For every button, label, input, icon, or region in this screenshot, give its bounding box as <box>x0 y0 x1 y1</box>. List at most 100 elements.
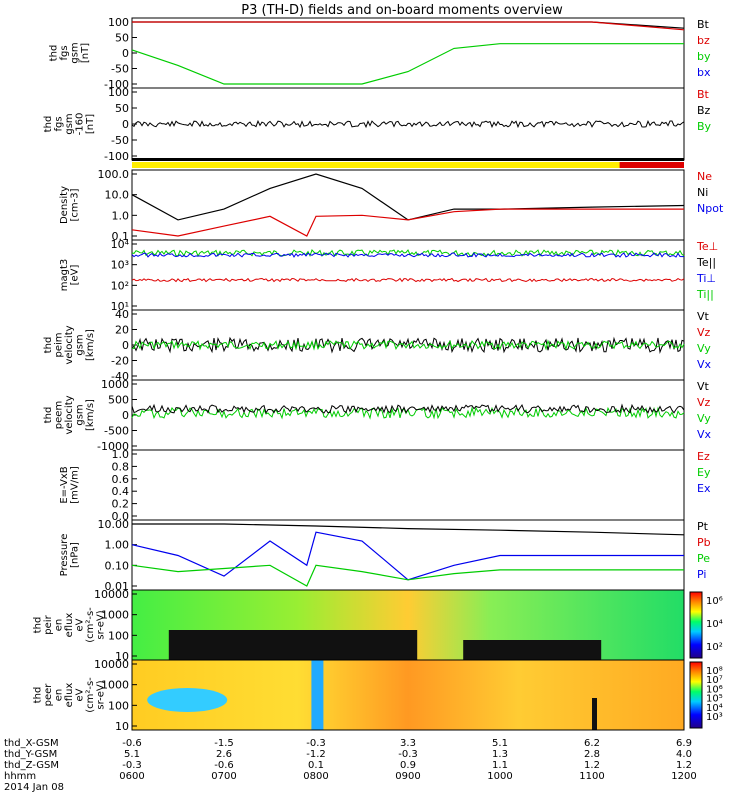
legend-entry: Pi <box>697 568 706 581</box>
y-axis-label: en <box>54 619 65 632</box>
panel-temp: 10⁴ 10³ 10² 10¹ magt3 [eV] Te⊥ Te|| Ti⊥ Ti|| <box>59 238 718 313</box>
legend-entry: Pe <box>697 552 710 565</box>
y-tick-label: 20 <box>115 324 129 337</box>
panel-frame <box>131 449 685 521</box>
x-tick-label: 3.3 <box>400 738 416 749</box>
trace-fgs-zoom <box>131 119 685 129</box>
x-axis-labels: thd_X-GSM -0.6 -1.5 -0.3 3.3 5.1 6.2 6.9thd_Y-G… <box>4 738 697 793</box>
legend-entry: Vt <box>697 310 710 323</box>
panel-frame <box>131 659 685 731</box>
y-tick-label: 1000 <box>101 378 129 391</box>
y-tick-label: 10 <box>115 720 129 733</box>
legend-entry: Ni <box>697 186 708 199</box>
y-tick-label: 1.00 <box>105 539 130 552</box>
x-row-label: thd_X-GSM <box>4 738 59 749</box>
colorbar-tick-label: 10⁶ <box>706 596 723 607</box>
y-tick-label: 10000 <box>94 588 129 601</box>
y-axis-label: Pressure <box>59 534 70 577</box>
y-axis-label: eV <box>75 618 86 631</box>
y-tick-label: 50 <box>115 32 129 45</box>
panel-frame <box>131 169 685 241</box>
y-axis-label: thd <box>43 116 54 133</box>
ion-spec-dark-region <box>463 640 602 660</box>
legend-entry: Vy <box>697 342 711 355</box>
electron-spec-blue-band <box>311 660 324 730</box>
y-axis-label: [nPa] <box>69 542 80 568</box>
y-tick-label: -1000 <box>97 440 129 453</box>
series-line-by <box>131 43 684 85</box>
x-tick-label: 1.3 <box>492 749 508 760</box>
y-tick-label: 0 <box>122 339 129 352</box>
y-axis-label: [cm-3] <box>69 188 80 221</box>
y-tick-label: 0.4 <box>112 485 130 498</box>
legend-entry: Te|| <box>696 256 716 269</box>
y-tick-label: 0 <box>122 118 129 131</box>
y-tick-label: 0.10 <box>105 559 130 572</box>
legend-entry: Pb <box>697 536 711 549</box>
y-tick-label: 1000 <box>101 679 129 692</box>
y-axis-label: thd <box>33 617 44 634</box>
x-tick-label: 0.1 <box>308 760 324 771</box>
panel-frame <box>131 17 685 89</box>
y-tick-label: -100 <box>104 78 129 91</box>
y-axis-label: fgs <box>59 45 70 60</box>
y-axis-label: thd <box>33 687 44 704</box>
legend-entry: Vt <box>697 380 710 393</box>
y-tick-label: 0.01 <box>105 580 130 593</box>
x-tick-label: 6.9 <box>676 738 692 749</box>
y-tick-label: 100 <box>108 629 129 642</box>
y-axis-label: thd <box>48 45 59 62</box>
y-tick-label: 1000 <box>101 609 129 622</box>
x-row-label: thd_Y-GSM <box>4 749 57 760</box>
electron-spec-dark-band <box>592 698 597 730</box>
y-tick-label: 40 <box>115 308 129 321</box>
legend-entry: Npot <box>697 202 724 215</box>
series-line-bz <box>132 21 685 31</box>
colorbar <box>689 591 703 659</box>
x-tick-label: 6.2 <box>584 738 600 749</box>
y-axis-label: sr-eV) <box>96 680 107 709</box>
panel-efield: 1.00.80.60.40.20.0 E=-VxB [mV/m] Ez Ey Ex <box>59 448 711 523</box>
electron-spec-blue-region <box>147 688 228 712</box>
y-tick-label: 10² <box>111 279 129 292</box>
x-tick-label: 5.1 <box>492 738 508 749</box>
legend-entry: Ey <box>697 466 711 479</box>
y-tick-label: -50 <box>111 134 129 147</box>
series-line-Pt <box>132 523 685 536</box>
y-axis-label: sr-eV) <box>96 610 107 639</box>
series-line-Ni <box>131 173 685 221</box>
x-tick-label: 2.8 <box>584 749 600 760</box>
y-axis-label: [nT] <box>85 114 96 134</box>
x-tick-label: -0.3 <box>398 749 418 760</box>
trace-te <box>131 277 685 283</box>
legend-entry: Vz <box>697 396 711 409</box>
x-tick-label: 5.1 <box>124 749 140 760</box>
y-axis-label: velocity <box>64 325 75 364</box>
x-tick-label: 1200 <box>671 771 696 782</box>
y-axis-label: gsm <box>75 334 86 355</box>
y-axis-label: peim <box>54 332 65 357</box>
y-axis-label: peem <box>54 401 65 429</box>
y-axis-label: [eV] <box>69 265 80 286</box>
y-tick-label: -20 <box>111 355 129 368</box>
y-axis-label: [km/s] <box>85 399 96 431</box>
legend-entry: By <box>697 120 712 133</box>
y-tick-label: 0.8 <box>112 460 130 473</box>
y-tick-label: 100.0 <box>98 168 130 181</box>
legend-entry: Vy <box>697 412 711 425</box>
legend-entry: Bz <box>697 104 711 117</box>
y-tick-label: 10 <box>115 650 129 663</box>
legend-entry: Vx <box>697 428 712 441</box>
y-axis-label: [nT] <box>80 43 91 63</box>
x-tick-label: -0.3 <box>306 738 326 749</box>
y-axis-label: (cm²-s- <box>85 607 96 643</box>
x-row-label: thd_Z-GSM <box>4 760 59 771</box>
colorbar <box>689 661 703 729</box>
series-line-Ne <box>131 208 684 237</box>
colorbar-tick-label: 10⁷ <box>706 675 723 686</box>
x-row-label: hhmm <box>4 771 36 782</box>
trace-ion-vel <box>131 336 685 354</box>
trace-ion-vel-y <box>131 339 685 351</box>
y-axis-label: gsm <box>64 113 75 134</box>
